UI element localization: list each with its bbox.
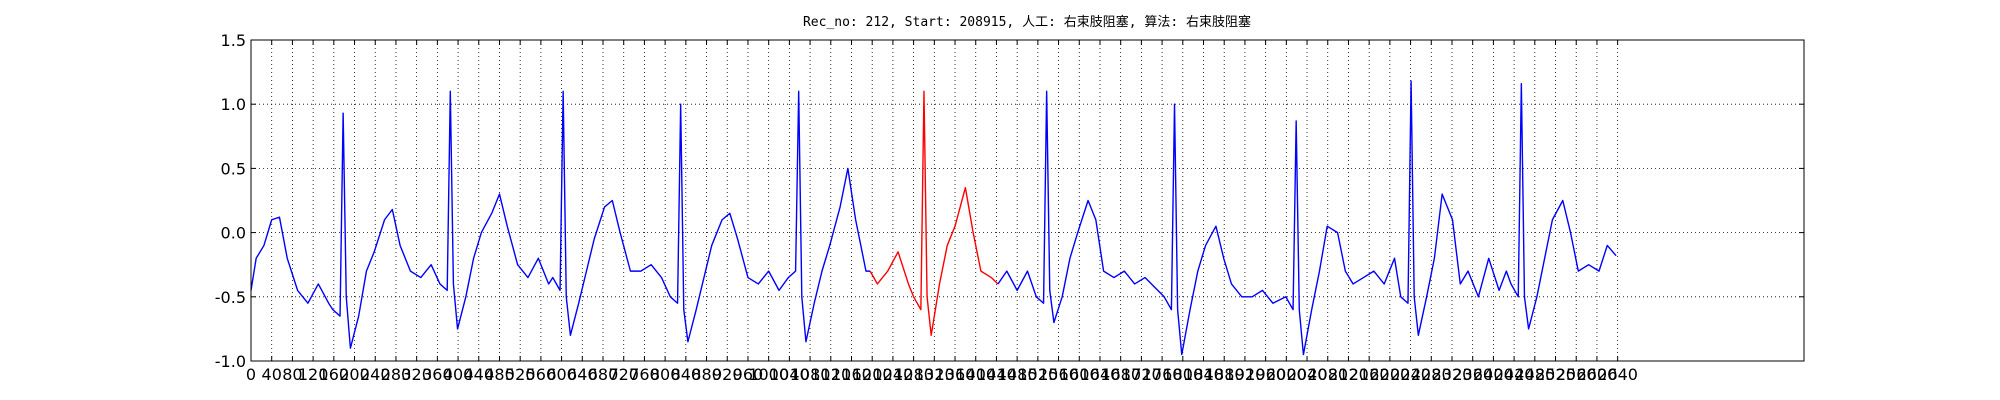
x-tick-label: 840 <box>671 365 702 384</box>
x-tick-label: 1080 <box>790 365 831 384</box>
x-tick-label: 920 <box>712 365 743 384</box>
x-tick-label: 1960 <box>1245 365 1286 384</box>
x-tick-label: 0 <box>246 365 256 384</box>
x-tick-label: 1560 <box>1038 365 1079 384</box>
x-tick-label: 120 <box>298 365 329 384</box>
y-tick-label: -0.5 <box>215 288 246 307</box>
x-tick-label: 960 <box>733 365 764 384</box>
x-tick-label: 1920 <box>1225 365 1266 384</box>
x-tick-label: 1360 <box>935 365 976 384</box>
line-series <box>869 90 999 337</box>
x-tick-label: 360 <box>422 365 453 384</box>
x-tick-label: 200 <box>339 365 370 384</box>
x-tick-label: 1040 <box>769 365 810 384</box>
x-tick-label: 40 <box>262 365 282 384</box>
x-tick-label: 1800 <box>1162 365 1203 384</box>
x-tick-label: 2560 <box>1556 365 1597 384</box>
x-tick-label: 720 <box>608 365 639 384</box>
x-tick-label: 2360 <box>1452 365 1493 384</box>
x-tick-label: 2080 <box>1307 365 1348 384</box>
x-tick-label: 1120 <box>810 365 851 384</box>
x-tick-label: 1840 <box>1183 365 1224 384</box>
x-tick-label: 2280 <box>1411 365 1452 384</box>
x-tick-label: 1720 <box>1121 365 1162 384</box>
x-tick-label: 1680 <box>1100 365 1141 384</box>
x-tick-label: 2400 <box>1473 365 1514 384</box>
x-tick-label: 760 <box>629 365 660 384</box>
y-tick-label: 0.0 <box>221 224 246 243</box>
x-tick-label: 2200 <box>1370 365 1411 384</box>
x-tick-label: 2640 <box>1597 365 1638 384</box>
y-tick-label: 0.5 <box>221 159 246 178</box>
x-tick-label: 1200 <box>852 365 893 384</box>
x-tick-label: 1160 <box>831 365 872 384</box>
x-tick-label: 160 <box>319 365 350 384</box>
x-tick-label: 1000 <box>748 365 789 384</box>
line-series <box>250 90 871 349</box>
x-tick-label: 1280 <box>893 365 934 384</box>
x-tick-label: 2520 <box>1535 365 1576 384</box>
x-tick-label: 2240 <box>1390 365 1431 384</box>
x-tick-label: 2120 <box>1328 365 1369 384</box>
x-tick-label: 520 <box>505 365 536 384</box>
x-tick-label: 2480 <box>1514 365 1555 384</box>
x-tick-label: 280 <box>381 365 412 384</box>
x-tick-label: 2000 <box>1266 365 1307 384</box>
x-tick-label: 2600 <box>1577 365 1618 384</box>
x-tick-label: 1320 <box>914 365 955 384</box>
x-tick-label: 640 <box>567 365 598 384</box>
x-tick-label: 80 <box>282 365 302 384</box>
y-tick-label: 1.0 <box>221 95 246 114</box>
x-tick-label: 400 <box>443 365 474 384</box>
x-tick-label: 1520 <box>1017 365 1058 384</box>
x-tick-label: 240 <box>360 365 391 384</box>
x-tick-label: 2040 <box>1287 365 1328 384</box>
plot-frame <box>250 39 1805 362</box>
x-tick-label: 1480 <box>997 365 1038 384</box>
x-tick-label: 1440 <box>976 365 1017 384</box>
x-tick-label: 480 <box>484 365 515 384</box>
x-tick-label: 680 <box>588 365 619 384</box>
x-tick-label: 800 <box>650 365 681 384</box>
x-tick-label: 2440 <box>1494 365 1535 384</box>
y-tick-label: -1.0 <box>215 352 246 371</box>
line-series <box>997 80 1617 356</box>
x-tick-label: 1760 <box>1142 365 1183 384</box>
x-tick-label: 440 <box>463 365 494 384</box>
x-tick-label: 600 <box>546 365 577 384</box>
y-tick-label: 1.5 <box>221 31 246 50</box>
x-tick-label: 320 <box>401 365 432 384</box>
x-tick-label: 1240 <box>873 365 914 384</box>
x-tick-label: 1640 <box>1080 365 1121 384</box>
x-tick-label: 1600 <box>1059 365 1100 384</box>
x-tick-label: 2320 <box>1432 365 1473 384</box>
x-tick-label: 560 <box>526 365 557 384</box>
x-tick-label: 880 <box>691 365 722 384</box>
x-tick-label: 2160 <box>1349 365 1390 384</box>
chart-title: Rec_no: 212, Start: 208915, 人工: 右束肢阻塞, 算… <box>803 14 1251 30</box>
x-tick-label: 1880 <box>1204 365 1245 384</box>
x-tick-label: 1400 <box>955 365 996 384</box>
